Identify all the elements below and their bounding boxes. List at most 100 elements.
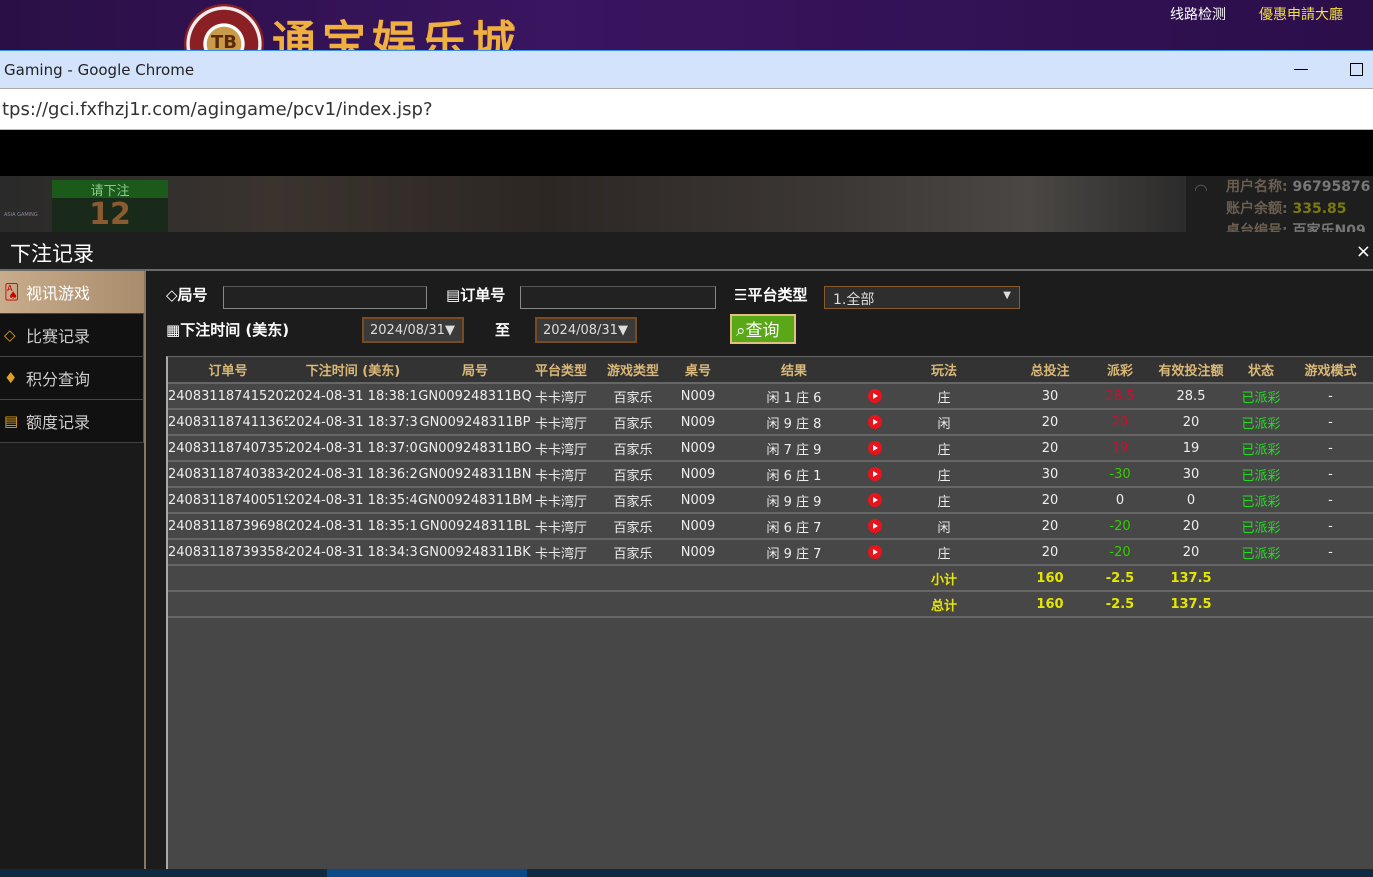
close-icon[interactable]: ×: [1355, 241, 1371, 262]
table-cell: 2024-08-31 18:37:38: [288, 409, 418, 436]
table-row[interactable]: 240831187415202 2024-08-31 18:38:15 GN0092…: [168, 383, 1373, 410]
modal-header: 下注记录 ×: [0, 232, 1373, 271]
empty-cell: [590, 591, 676, 618]
table-row[interactable]: 240831187396980 2024-08-31 18:35:13 GN0092…: [168, 513, 1373, 540]
table-row[interactable]: 240831187393584 2024-08-31 18:34:39 GN0092…: [168, 539, 1373, 566]
table-cell: 百家乐: [590, 513, 676, 540]
column-header: 总投注: [1006, 357, 1094, 384]
query-button[interactable]: ⌕查询: [730, 314, 796, 344]
maximize-icon[interactable]: [1350, 63, 1363, 76]
subtotal-label: 小计: [882, 565, 1006, 592]
order-input[interactable]: [520, 286, 716, 309]
column-header: 游戏模式: [1286, 357, 1373, 384]
empty-cell: [590, 565, 676, 592]
table-cell: -20: [1094, 513, 1146, 540]
promo-hall-link[interactable]: 優惠申請大廳: [1259, 7, 1343, 23]
table-cell: GN009248311BO: [418, 435, 532, 462]
table-cell: 30: [1006, 383, 1094, 410]
table-cell: 庄: [882, 487, 1006, 514]
empty-cell: [676, 591, 720, 618]
site-logo-text: 通宝娱乐城: [272, 17, 522, 50]
url-text: tps://gci.fxfhzj1r.com/agingame/pcv1/ind…: [2, 99, 433, 120]
sidebar-item-video-games[interactable]: 🂡 视讯游戏: [0, 271, 144, 314]
play-replay-icon[interactable]: [868, 545, 882, 559]
play-replay-icon[interactable]: [868, 389, 882, 403]
address-bar[interactable]: tps://gci.fxfhzj1r.com/agingame/pcv1/ind…: [0, 89, 1373, 130]
sidebar-item-match-records[interactable]: ◇ 比赛记录: [0, 314, 144, 357]
table-cell: 20: [1006, 487, 1094, 514]
table-cell: N009: [676, 383, 720, 410]
table-cell: -20: [1094, 539, 1146, 566]
play-replay-icon[interactable]: [868, 467, 882, 481]
search-icon: ⌕: [736, 321, 746, 341]
replay-cell: [868, 383, 882, 410]
diamond-icon: ♦: [4, 369, 18, 387]
cards-icon: 🂡: [4, 283, 20, 301]
table-cell: 240831187411365: [168, 409, 288, 436]
empty-cell: [168, 591, 288, 618]
empty-cell: [868, 565, 882, 592]
table-cell: 28.5: [1094, 383, 1146, 410]
column-header: 桌号: [676, 357, 720, 384]
browser-title-bar: Gaming - Google Chrome: [0, 50, 1373, 89]
column-header: 局号: [418, 357, 532, 384]
countdown: 12: [89, 197, 131, 232]
table-row[interactable]: 240831187411365 2024-08-31 18:37:38 GN0092…: [168, 409, 1373, 436]
table-cell: 240831187415202: [168, 383, 288, 410]
line-check-link[interactable]: 线路检测: [1170, 7, 1226, 23]
date-to-picker[interactable]: 2024/08/31▼: [535, 317, 637, 343]
table-cell: 19: [1146, 435, 1236, 462]
chevron-down-icon: ▼: [1003, 290, 1011, 301]
table-cell: 闲: [882, 513, 1006, 540]
platform-select[interactable]: 1.全部 ▼: [824, 286, 1020, 309]
table-cell: 240831187400519: [168, 487, 288, 514]
table-cell: 卡卡湾厅: [532, 539, 590, 566]
total-bet: 160: [1006, 591, 1094, 618]
empty-cell: [1286, 591, 1373, 618]
table-cell: 百家乐: [590, 409, 676, 436]
ticket-icon: ◇: [4, 326, 16, 344]
play-replay-icon[interactable]: [868, 415, 882, 429]
table-row[interactable]: 240831187400519 2024-08-31 18:35:49 GN0092…: [168, 487, 1373, 514]
table-cell: 2024-08-31 18:38:15: [288, 383, 418, 410]
user-info: 用户名称: 96795876: [1226, 179, 1371, 195]
column-header: 有效投注额: [1146, 357, 1236, 384]
table-cell: 2024-08-31 18:35:49: [288, 487, 418, 514]
column-header: 结果: [720, 357, 868, 384]
date-from-picker[interactable]: 2024/08/31▼: [362, 317, 464, 343]
play-replay-icon[interactable]: [868, 441, 882, 455]
sidebar-item-credit-records[interactable]: ▤ 额度记录: [0, 400, 144, 443]
table-cell: 240831187403834: [168, 461, 288, 488]
table-cell: -: [1286, 409, 1373, 436]
table-cell: 240831187407357: [168, 435, 288, 462]
table-cell: GN009248311BL: [418, 513, 532, 540]
column-header: 平台类型: [532, 357, 590, 384]
round-input[interactable]: [223, 286, 427, 309]
table-cell: N009: [676, 539, 720, 566]
table-cell: 卡卡湾厅: [532, 513, 590, 540]
table-cell: -: [1286, 487, 1373, 514]
order-label: ▤订单号: [446, 286, 506, 304]
play-replay-icon[interactable]: [868, 519, 882, 533]
column-header: 状态: [1236, 357, 1286, 384]
minimize-icon[interactable]: [1294, 69, 1308, 70]
play-replay-icon[interactable]: [868, 493, 882, 507]
empty-cell: [1236, 591, 1286, 618]
empty-cell: [720, 565, 868, 592]
taskbar-strip: [0, 869, 1373, 877]
wifi-icon: ◠: [1194, 180, 1208, 199]
table-cell: 闲 7 庄 9: [720, 435, 868, 462]
table-cell: N009: [676, 487, 720, 514]
table-row[interactable]: 240831187403834 2024-08-31 18:36:25 GN0092…: [168, 461, 1373, 488]
table-cell: 20: [1006, 539, 1094, 566]
round-label: ◇局号: [166, 286, 208, 304]
table-cell: 30: [1006, 461, 1094, 488]
empty-cell: [720, 591, 868, 618]
table-cell: 0: [1094, 487, 1146, 514]
modal-title: 下注记录: [10, 242, 94, 266]
table-row[interactable]: 240831187407357 2024-08-31 18:37:01 GN0092…: [168, 435, 1373, 462]
sidebar-item-points[interactable]: ♦ 积分查询: [0, 357, 144, 400]
table-cell: -: [1286, 513, 1373, 540]
empty-cell: [532, 565, 590, 592]
table-cell: N009: [676, 409, 720, 436]
